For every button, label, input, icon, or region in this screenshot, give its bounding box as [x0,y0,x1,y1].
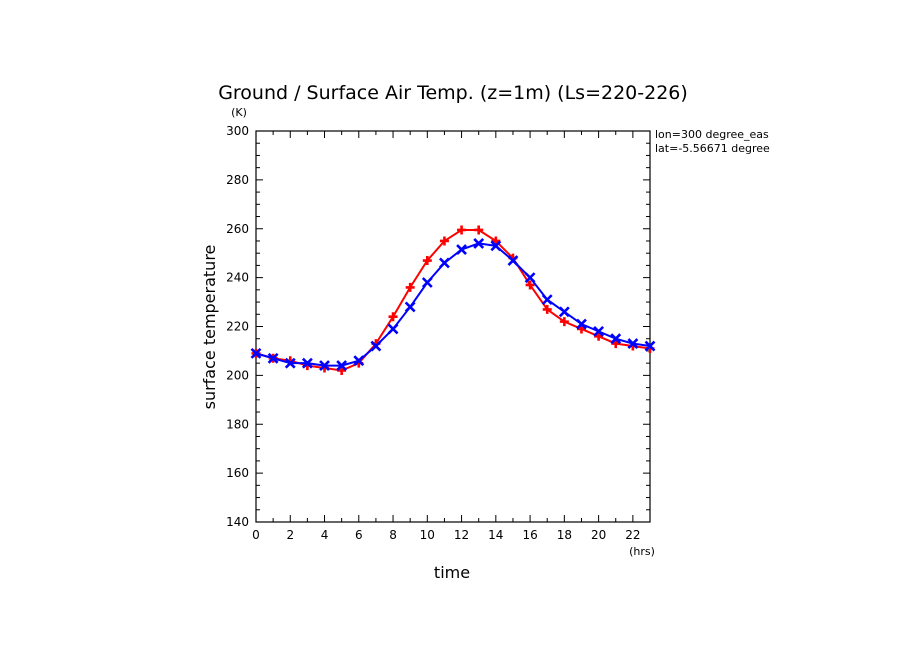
series-2-point [576,318,587,330]
y-tick-label: 140 [226,515,249,529]
series-1-point [525,280,535,290]
series-1-point [611,339,621,349]
y-tick-label: 260 [226,222,249,236]
x-tick-label: 20 [591,528,606,542]
series-2-point [353,355,365,367]
series-2-point [627,338,639,350]
x-tick-label: 6 [355,528,363,542]
series-2-point [524,272,536,284]
y-tick-label: 220 [226,320,249,334]
series-2-point [610,333,622,345]
series-1-point [559,317,569,327]
series-2-point [507,255,519,266]
series-2-point [284,357,296,369]
y-tick-label: 200 [226,368,249,382]
series-2-point [319,360,330,372]
series-2-line [255,242,651,367]
series-1-line [255,228,651,372]
series-1-point [337,365,347,375]
series-1-point [542,304,552,314]
x-tick-label: 8 [389,528,397,542]
series-2-point [541,294,553,306]
series-2-point [250,347,262,359]
x-tick-label: 14 [488,528,503,542]
x-tick-label: 0 [252,528,260,542]
y-tick-label: 160 [226,466,249,480]
series-2-point [404,301,416,313]
series-1-point [388,312,398,322]
y-axis-unit: (K) [231,106,247,119]
y-tick-label: 300 [226,124,249,138]
series-2-point [301,357,313,369]
series-1-point [576,324,586,334]
x-tick-label: 2 [286,528,294,542]
x-tick-label: 10 [420,528,435,542]
series-2-point [644,340,656,352]
series-2-point [558,306,570,318]
series-2-point [267,352,279,364]
x-axis-unit: (hrs) [629,545,655,558]
series-1-point [439,236,449,246]
series-1-point [422,256,432,266]
series-2-point [421,277,433,288]
chart-title: Ground / Surface Air Temp. (z=1m) (Ls=22… [218,82,688,104]
plot-frame [255,130,651,523]
series-2-point [473,237,485,249]
series-2-point [490,240,502,252]
series-2-point [336,360,348,372]
series-2-point [439,257,450,269]
series-2-point [456,244,467,255]
y-tick-label: 240 [226,271,249,285]
y-axis-label: surface temperature [200,245,219,410]
x-tick-label: 12 [454,528,469,542]
x-tick-label: 16 [522,528,537,542]
annotation-lat: lat=-5.56671 degree [655,142,770,155]
series-2-point [387,323,399,335]
x-axis-label: time [434,563,470,582]
series-1-point [474,225,484,235]
annotation-lon: lon=300 degree_eas [655,128,769,141]
x-tick-label: 4 [321,528,329,542]
series-2-point [370,340,382,352]
x-tick-label: 22 [625,528,640,542]
series-1-point [491,236,501,246]
series-1-point [405,282,415,292]
plot-area: 140 160 180 200 220 240 260 280 300 0 2 4 6 8 10 12 14 16… [226,124,656,542]
series-1-point [594,331,604,341]
series-2-point [593,325,605,337]
y-tick-label: 180 [226,417,249,431]
series-1-point [457,225,467,235]
y-tick-label: 280 [226,173,249,187]
x-tick-label: 18 [557,528,572,542]
